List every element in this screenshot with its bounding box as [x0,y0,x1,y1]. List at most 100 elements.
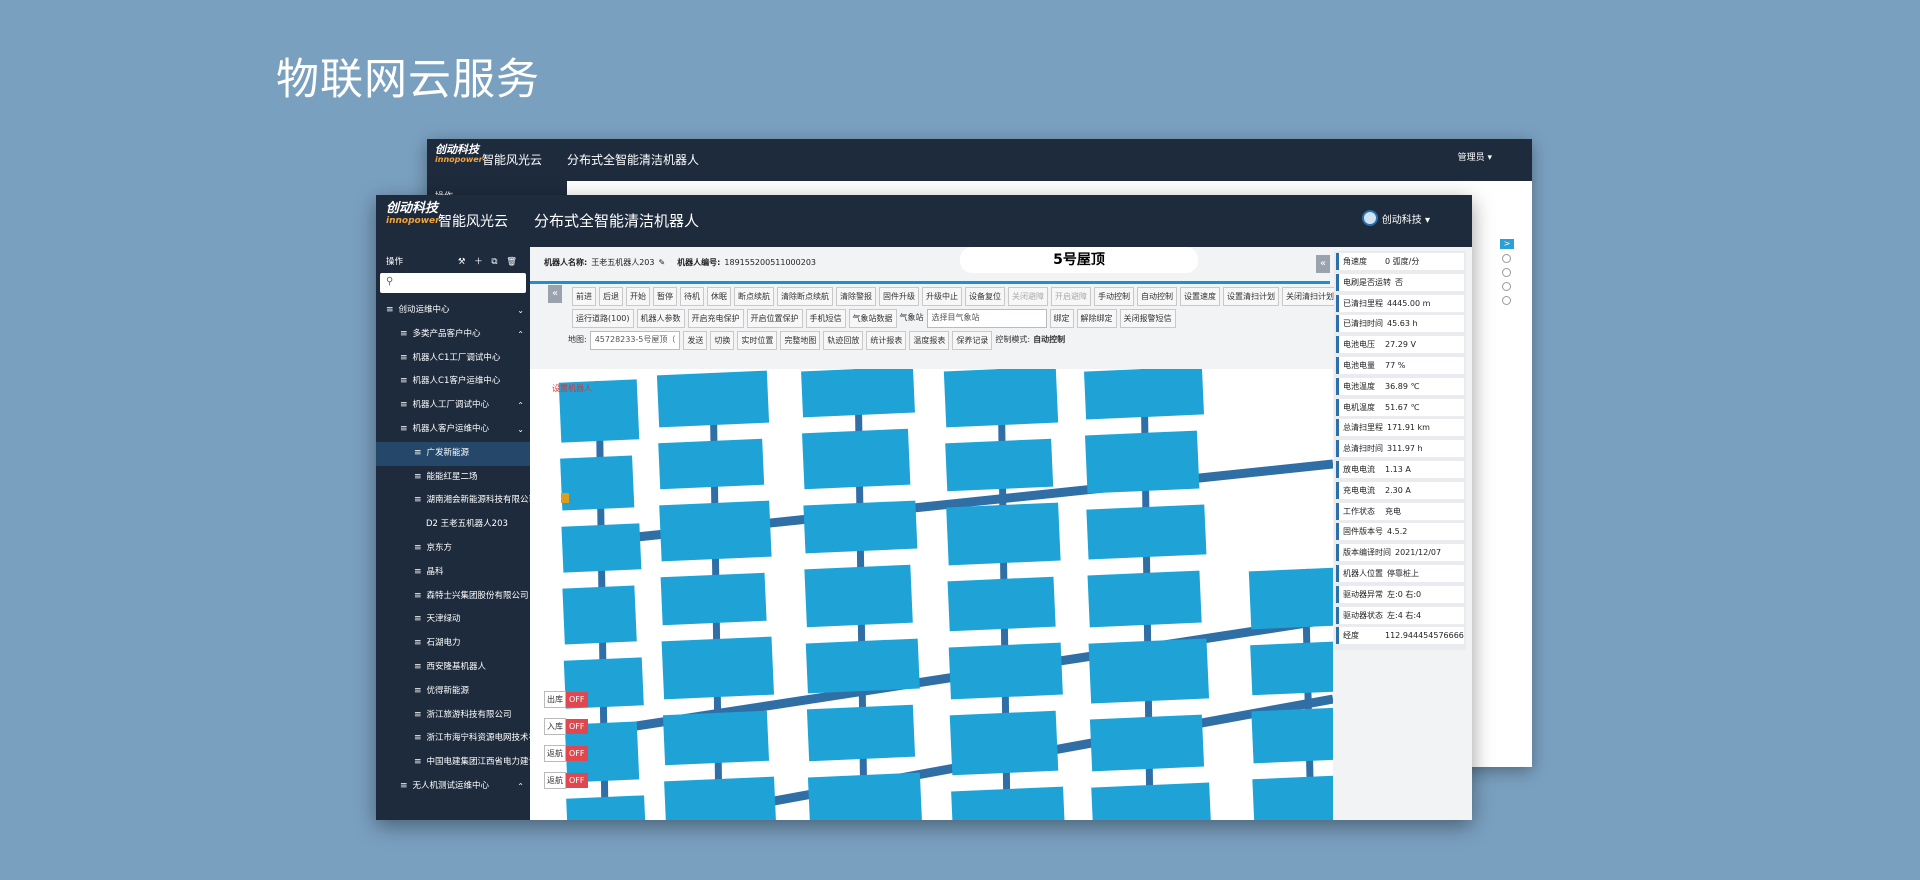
status-key: 驱动器状态 [1343,610,1383,620]
command-button[interactable]: 设置速度 [1180,287,1220,306]
command-button[interactable]: 后退 [599,287,623,306]
tree-item[interactable]: ≡ 浙江旅游科技有限公司 [376,704,530,728]
tree-item[interactable]: ≡ 湖南湘会新能源科技有限公司 [376,489,530,513]
command-button[interactable]: 固件升级 [879,287,919,306]
sidebar-ops: 操作 ⚒ ＋ ⧉ 🗑 [376,247,530,269]
back-radio[interactable] [1502,268,1511,277]
weather-station-select[interactable]: 选择目气象站 [926,309,1047,328]
switch-toggle[interactable]: 出库 OFF [544,691,588,708]
solar-panel [807,772,923,820]
tree-item-label: 天津绿动 [426,614,461,625]
tree-search-input[interactable]: ⚲ [380,273,526,293]
set-robot-link[interactable]: 设置机器人 [552,384,592,393]
caret-icon[interactable]: ⌃ [517,781,524,791]
tree-item[interactable]: ≡ 机器人客户运维中心 ⌄ [376,418,530,442]
user-menu[interactable]: 创动科技 ▾ [1361,210,1430,226]
tree-item[interactable]: ≡ 广发新能源 [376,441,530,466]
tree-item[interactable]: ≡ 浙江市海宁科资源电网技术有限 [376,727,530,751]
back-radio[interactable] [1502,254,1511,263]
settings-button[interactable]: 绑定 [1049,309,1074,328]
command-button[interactable]: 暂停 [653,287,677,306]
back-radio[interactable] [1502,296,1511,305]
tree-item[interactable]: ≡ 森特士兴集团股份有限公司 [376,585,530,609]
command-button[interactable]: 手动控制 [1094,287,1134,306]
solar-panel [664,776,777,820]
switch-toggle[interactable]: 入库 OFF [544,718,588,735]
solar-panel [1084,369,1204,420]
status-row: 电机温度 51.67 ℃ [1336,398,1464,416]
panel-layout[interactable] [530,369,1333,820]
tree-item[interactable]: ≡ 能能红星二场 [376,466,530,490]
tree-item[interactable]: ≡ 优得新能源 [376,680,530,704]
solar-panel [661,636,775,700]
settings-button[interactable]: 气象站数据 [848,309,897,328]
map-button[interactable]: 完整地图 [780,331,821,350]
caret-icon[interactable]: ⌃ [517,329,524,339]
tree-item[interactable]: ≡ 天津绿动 [376,608,530,632]
tree-item[interactable]: ≡ 石湖电力 [376,632,530,656]
settings-button[interactable]: 开启位置保护 [746,309,803,328]
command-button[interactable]: 前进 [572,287,596,306]
tree-item[interactable]: ≡ 京东方 [376,537,530,561]
settings-button[interactable]: 手机短信 [805,309,846,328]
command-button[interactable]: 清除断点续航 [777,287,833,306]
map-button[interactable]: 轨迹回放 [823,331,864,350]
back-page-badge[interactable]: > [1500,239,1514,249]
map-button[interactable]: 保养记录 [952,331,993,350]
map-button[interactable]: 实时位置 [737,331,778,350]
roof-map[interactable]: 设置机器人 出库 OFF 入库 OFF 返航 OFF 返航 OFF [530,369,1333,820]
tree-item[interactable]: ≡ 机器人C1工厂调试中心 [376,347,530,371]
back-radio-list: > [1500,239,1522,305]
tree-item[interactable]: ≡ 多类产品客户中心 ⌃ [376,323,530,347]
command-button[interactable]: 待机 [680,287,704,306]
tree-item-label: 浙江旅游科技有限公司 [426,709,512,720]
edit-icon[interactable]: ✎ [658,257,666,267]
settings-button[interactable]: 运行道路(100) [572,309,634,328]
settings-button[interactable]: 机器人参数 [636,309,685,328]
tree-item[interactable]: ≡ 西安隆基机器人 [376,656,530,680]
command-button[interactable]: 清除警报 [836,287,876,306]
weather-station-label: 气象站 [899,313,924,322]
command-button[interactable]: 断点续航 [734,287,774,306]
tree-item[interactable]: ≡ 创动运维中心 ⌄ [376,299,530,323]
map-button[interactable]: 统计报表 [866,331,907,350]
command-button[interactable]: 自动控制 [1137,287,1177,306]
solar-panel [1091,782,1212,820]
tree-item[interactable]: ≡ 中国电建集团江西省电力建设有 [376,751,530,775]
tree-item[interactable]: D2 王老五机器人203 [376,513,530,537]
caret-icon[interactable]: ⌄ [517,306,524,315]
tree-item[interactable]: ≡ 机器人C1客户运维中心 [376,370,530,394]
settings-button[interactable]: 解除绑定 [1076,309,1117,328]
command-button[interactable]: 关闭避障 [1008,287,1048,306]
status-row: 机器人位置 停靠桩上 [1336,564,1464,582]
collapse-left-icon[interactable]: « [548,285,562,303]
switch-toggle[interactable]: 返航 OFF [544,772,588,789]
ops-tools[interactable]: ⚒ ＋ ⧉ 🗑 [457,257,520,267]
map-button[interactable]: 发送 [683,331,708,350]
map-select[interactable]: 45728233-5号屋顶（ [589,331,681,350]
tree-item[interactable]: ≡ 晶科 [376,561,530,585]
settings-button[interactable]: 开启充电保护 [687,309,744,328]
tree-item[interactable]: ≡ 无人机测试运维中心 ⌃ [376,775,530,799]
toggle-state: OFF [566,719,588,734]
command-button[interactable]: 设备复位 [965,287,1005,306]
command-button[interactable]: 开启避障 [1051,287,1091,306]
settings-button[interactable]: 关闭报警短信 [1119,309,1176,328]
robot-marker-icon[interactable] [561,493,569,503]
caret-icon[interactable]: ⌃ [517,401,524,411]
command-button[interactable]: 升级中止 [922,287,962,306]
command-button[interactable]: 设置清扫计划 [1223,287,1279,306]
solar-panel [949,710,1059,776]
map-button[interactable]: 切换 [710,331,735,350]
command-button[interactable]: 关闭清扫计划 [1282,287,1338,306]
back-header: 创动科技 innopower 智能风光云 分布式全智能清洁机器人 管理员 ▾ [427,139,1532,181]
tree-item[interactable]: ≡ 机器人工厂调试中心 ⌃ [376,394,530,418]
collapse-right-icon[interactable]: « [1316,255,1330,273]
switch-toggle[interactable]: 返航 OFF [544,745,588,762]
command-button[interactable]: 开始 [626,287,650,306]
map-button[interactable]: 温度报表 [909,331,950,350]
caret-icon[interactable]: ⌄ [517,424,524,434]
back-user-menu[interactable]: 管理员 ▾ [1457,153,1492,163]
command-button[interactable]: 休眠 [707,287,731,306]
back-radio[interactable] [1502,282,1511,291]
